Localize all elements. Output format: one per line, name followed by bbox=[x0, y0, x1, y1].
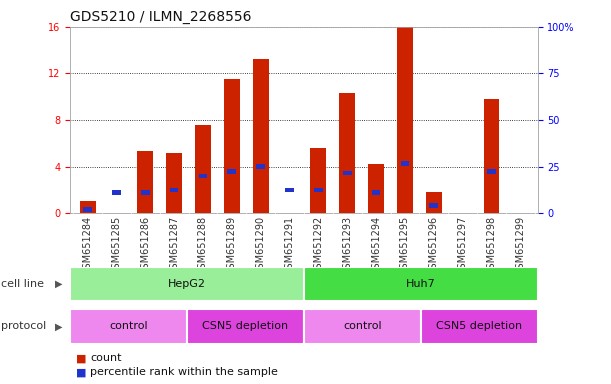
Text: GSM651293: GSM651293 bbox=[342, 216, 353, 275]
Text: GSM651297: GSM651297 bbox=[458, 216, 467, 275]
Bar bbox=[187, 309, 304, 344]
Bar bbox=[70, 267, 304, 301]
Text: GSM651295: GSM651295 bbox=[400, 216, 410, 275]
Bar bbox=[70, 309, 187, 344]
Bar bbox=[426, 192, 442, 213]
Bar bbox=[343, 171, 351, 175]
Bar bbox=[166, 152, 182, 213]
Text: GSM651288: GSM651288 bbox=[198, 216, 208, 275]
Text: GSM651287: GSM651287 bbox=[169, 216, 179, 275]
Text: protocol: protocol bbox=[1, 321, 46, 331]
Bar bbox=[195, 125, 211, 213]
Bar bbox=[227, 169, 236, 174]
Bar bbox=[224, 79, 240, 213]
Text: cell line: cell line bbox=[1, 279, 43, 289]
Text: ■: ■ bbox=[76, 353, 87, 363]
Bar bbox=[285, 187, 294, 192]
Text: GSM651299: GSM651299 bbox=[515, 216, 525, 275]
Bar bbox=[401, 161, 409, 166]
Bar bbox=[79, 202, 95, 213]
Bar bbox=[141, 190, 150, 195]
Bar bbox=[371, 190, 381, 195]
Bar bbox=[339, 93, 355, 213]
Text: GSM651296: GSM651296 bbox=[429, 216, 439, 275]
Text: control: control bbox=[109, 321, 148, 331]
Text: GSM651290: GSM651290 bbox=[255, 216, 266, 275]
Text: GSM651291: GSM651291 bbox=[285, 216, 295, 275]
Text: GSM651298: GSM651298 bbox=[486, 216, 497, 275]
Text: CSN5 depletion: CSN5 depletion bbox=[436, 321, 522, 331]
Bar bbox=[487, 169, 496, 174]
Text: control: control bbox=[343, 321, 382, 331]
Bar bbox=[257, 164, 265, 169]
Text: GSM651284: GSM651284 bbox=[82, 216, 93, 275]
Text: ■: ■ bbox=[76, 367, 87, 377]
Bar bbox=[304, 309, 421, 344]
Text: CSN5 depletion: CSN5 depletion bbox=[202, 321, 288, 331]
Bar bbox=[137, 151, 153, 213]
Bar bbox=[397, 27, 413, 213]
Bar bbox=[310, 148, 326, 213]
Bar bbox=[253, 60, 269, 213]
Bar bbox=[421, 309, 538, 344]
Text: percentile rank within the sample: percentile rank within the sample bbox=[90, 367, 278, 377]
Text: ▶: ▶ bbox=[55, 279, 62, 289]
Bar bbox=[368, 164, 384, 213]
Text: GSM651289: GSM651289 bbox=[227, 216, 237, 275]
Text: ▶: ▶ bbox=[55, 321, 62, 331]
Text: GSM651285: GSM651285 bbox=[111, 216, 122, 275]
Bar bbox=[83, 207, 92, 212]
Bar bbox=[170, 187, 178, 192]
Bar bbox=[483, 99, 499, 213]
Text: Huh7: Huh7 bbox=[406, 279, 436, 289]
Bar bbox=[304, 267, 538, 301]
Text: HepG2: HepG2 bbox=[168, 279, 206, 289]
Bar bbox=[430, 204, 438, 208]
Bar bbox=[112, 190, 121, 195]
Bar bbox=[314, 187, 323, 192]
Text: count: count bbox=[90, 353, 122, 363]
Text: GSM651294: GSM651294 bbox=[371, 216, 381, 275]
Text: GSM651292: GSM651292 bbox=[313, 216, 323, 275]
Bar bbox=[199, 174, 207, 178]
Text: GSM651286: GSM651286 bbox=[141, 216, 150, 275]
Text: GDS5210 / ILMN_2268556: GDS5210 / ILMN_2268556 bbox=[70, 10, 252, 23]
